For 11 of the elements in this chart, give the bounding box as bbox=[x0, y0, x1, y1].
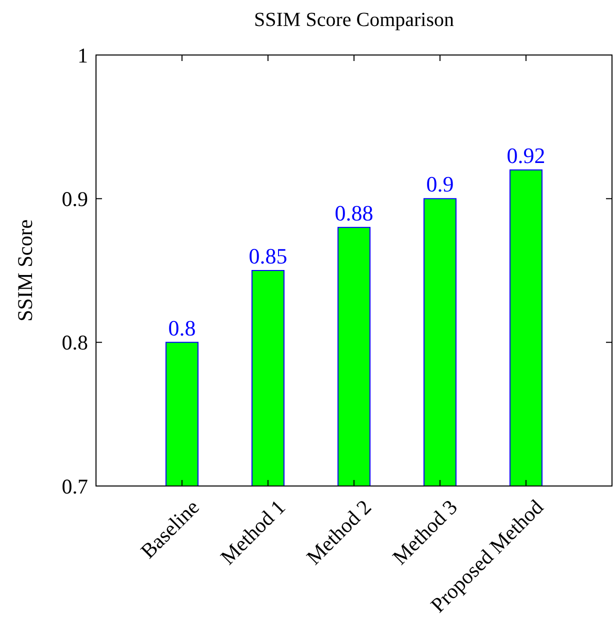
y-tick-label: 0.8 bbox=[62, 330, 88, 355]
y-tick-label: 0.7 bbox=[62, 474, 88, 498]
data-label: 0.85 bbox=[248, 244, 288, 268]
data-label: 0.9 bbox=[426, 172, 454, 197]
y-axis-title: SSIM Score bbox=[13, 219, 37, 322]
chart-title: SSIM Score Comparison bbox=[254, 9, 454, 31]
y-tick-label: 0.9 bbox=[62, 187, 88, 212]
y-tick-label: 1 bbox=[78, 43, 88, 68]
data-label: 0.92 bbox=[506, 142, 546, 168]
data-label: 0.88 bbox=[334, 200, 374, 226]
data-label: 0.8 bbox=[168, 315, 196, 340]
